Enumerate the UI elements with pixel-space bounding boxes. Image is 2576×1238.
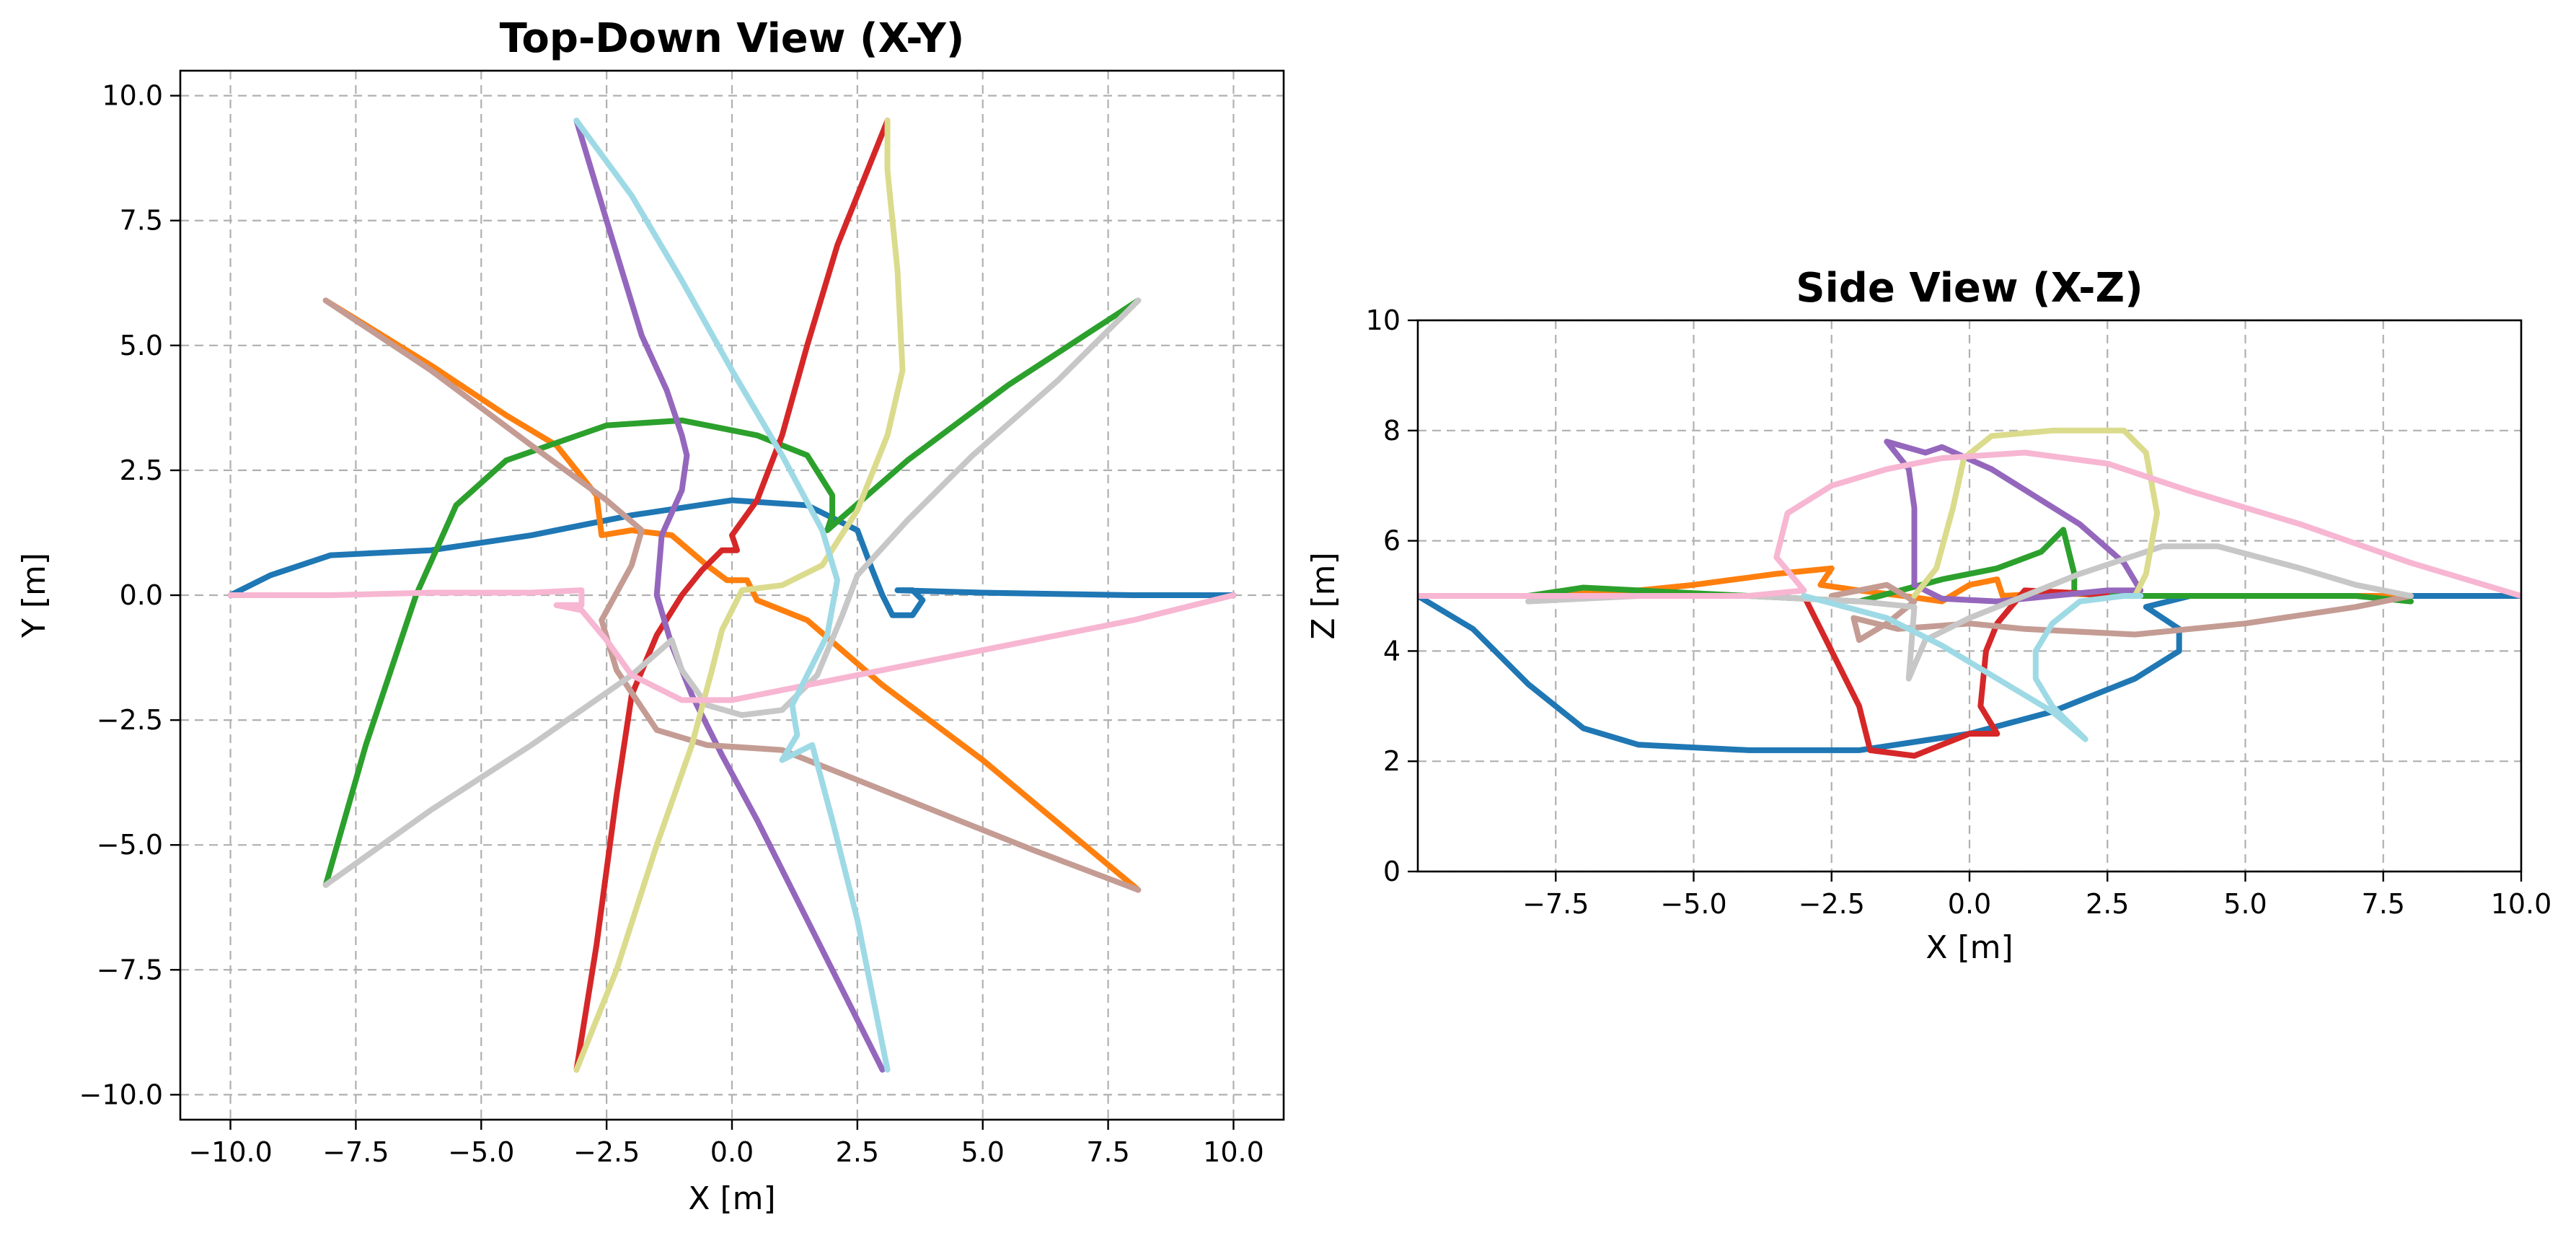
top-down-series-line-6 (322, 297, 1142, 893)
top-down-series-line-8 (573, 118, 906, 1073)
top-down-series-line-2 (322, 297, 1142, 893)
y-tick-label: 5.0 (120, 330, 163, 361)
side-view-series-line-3 (1525, 527, 2414, 605)
x-tick-label: −10.0 (188, 1136, 272, 1168)
top-down-series-line-7 (322, 297, 1142, 888)
x-tick-label: 2.5 (836, 1136, 879, 1168)
x-tick-label: −7.5 (1522, 888, 1589, 920)
y-tick-label: 0 (1383, 856, 1401, 887)
top-down-series-line-5 (573, 118, 886, 1073)
side-view-series (1418, 427, 2521, 759)
side-view-series-line-8 (1911, 427, 2161, 599)
x-tick-label: 5.0 (961, 1136, 1005, 1168)
top-down-series-line-1 (227, 497, 1237, 618)
x-tick-label: 7.5 (2362, 888, 2405, 920)
y-tick-label: 6 (1383, 525, 1401, 557)
top-down-grid (180, 71, 1284, 1120)
side-view-ticks: −7.5 −5.0 −2.5 0.0 2.5 5.0 7.5 10.0 0 2 4 6 8 10 (1366, 304, 2552, 920)
y-tick-label: 10.0 (102, 80, 163, 112)
x-tick-label: −5.0 (448, 1136, 514, 1168)
top-down-series-line-3 (322, 297, 1142, 888)
x-tick-label: 10.0 (1203, 1136, 1264, 1168)
y-tick-label: 4 (1383, 635, 1401, 667)
x-tick-label: −2.5 (1799, 888, 1865, 920)
y-tick-label: 0.0 (120, 579, 163, 611)
top-down-series (227, 118, 1237, 1073)
top-down-title: Top-Down View (X-Y) (500, 15, 965, 62)
x-tick-label: −7.5 (322, 1136, 389, 1168)
x-tick-label: −5.0 (1660, 888, 1726, 920)
y-tick-label: −7.5 (97, 954, 163, 985)
y-tick-label: 2 (1383, 745, 1401, 777)
side-view-series-line-10 (1801, 593, 2144, 742)
x-tick-label: 0.0 (1948, 888, 1991, 920)
side-view-title: Side View (X-Z) (1796, 265, 2143, 312)
side-view-series-line-4 (1801, 587, 2111, 759)
y-tick-label: −10.0 (79, 1079, 163, 1110)
top-down-x-axis-label: X [m] (688, 1180, 775, 1217)
top-down-ticks: −10.0 −7.5 −5.0 −2.5 0.0 2.5 5.0 7.5 10.0 −10.0 −7… (79, 80, 1264, 1168)
y-tick-label: −2.5 (97, 704, 163, 736)
side-view-series-line-6 (1828, 581, 2414, 644)
top-down-y-axis-label: Y [m] (16, 553, 53, 638)
x-tick-label: 10.0 (2491, 888, 2552, 920)
y-tick-label: 2.5 (120, 455, 163, 486)
top-down-series-line-10 (573, 118, 891, 1073)
y-tick-label: 8 (1383, 415, 1401, 447)
y-tick-label: 7.5 (120, 205, 163, 237)
y-tick-label: −5.0 (97, 829, 163, 861)
top-down-series-line-9 (227, 587, 1237, 703)
x-tick-label: 7.5 (1086, 1136, 1129, 1168)
side-view-series-line-9 (1418, 449, 2521, 599)
side-view-chart: −7.5 −5.0 −2.5 0.0 2.5 5.0 7.5 10.0 0 2 4 6 8 10 Side… (1305, 265, 2551, 966)
side-view-y-axis-label: Z [m] (1305, 552, 1342, 639)
x-tick-label: 0.0 (710, 1136, 754, 1168)
side-view-series-line-5 (1884, 439, 2144, 605)
side-view-series-line-7 (1525, 543, 2414, 682)
side-view-x-axis-label: X [m] (1926, 929, 2013, 966)
x-tick-label: 2.5 (2086, 888, 2129, 920)
x-tick-label: −2.5 (573, 1136, 640, 1168)
x-tick-label: 5.0 (2223, 888, 2267, 920)
y-tick-label: 10 (1366, 304, 1401, 336)
top-down-series-line-4 (573, 118, 891, 1073)
top-down-chart: −10.0 −7.5 −5.0 −2.5 0.0 2.5 5.0 7.5 10.0 −10.0 −7… (16, 15, 1285, 1217)
